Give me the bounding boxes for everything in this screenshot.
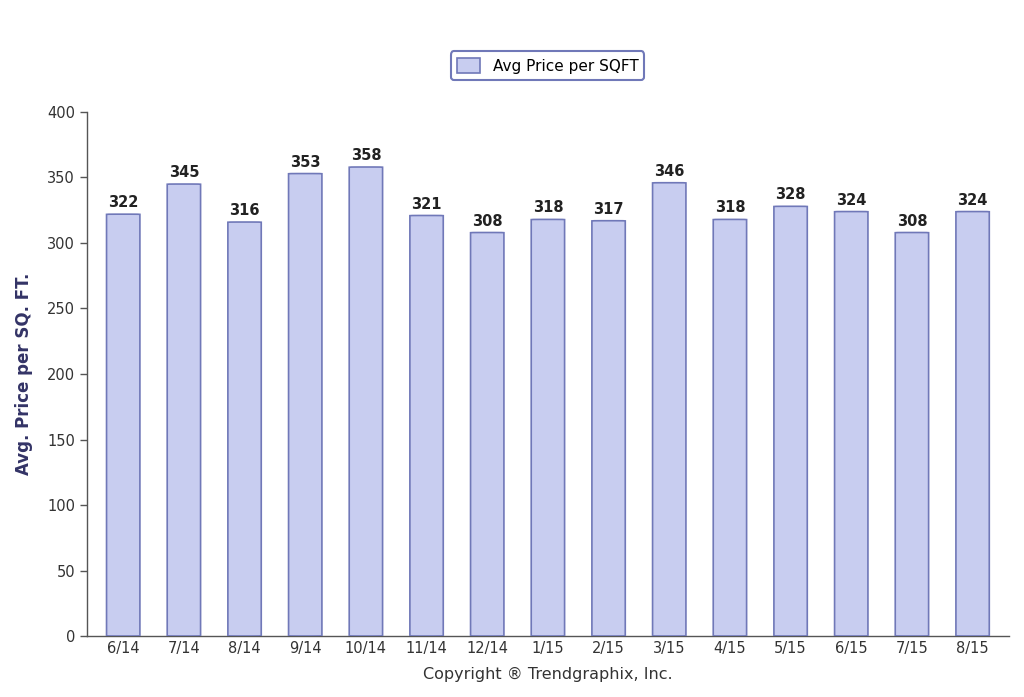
Text: 318: 318 [715,201,745,215]
Text: 353: 353 [290,155,321,169]
Text: 316: 316 [229,203,260,218]
FancyBboxPatch shape [531,220,564,636]
Text: 324: 324 [957,192,988,208]
X-axis label: Copyright ® Trendgraphix, Inc.: Copyright ® Trendgraphix, Inc. [423,667,673,682]
Text: 318: 318 [532,201,563,215]
Y-axis label: Avg. Price per SQ. FT.: Avg. Price per SQ. FT. [15,273,33,475]
Text: 358: 358 [350,148,381,163]
FancyBboxPatch shape [652,183,686,636]
Text: 322: 322 [109,195,138,210]
FancyBboxPatch shape [835,212,868,636]
FancyBboxPatch shape [410,215,443,636]
Text: 308: 308 [897,213,928,229]
Text: 321: 321 [412,197,441,212]
FancyBboxPatch shape [774,206,807,636]
Text: 324: 324 [836,192,866,208]
FancyBboxPatch shape [895,233,929,636]
Text: 317: 317 [593,202,624,217]
FancyBboxPatch shape [956,212,989,636]
Text: 328: 328 [775,187,806,202]
FancyBboxPatch shape [289,174,322,636]
FancyBboxPatch shape [714,220,746,636]
Text: 308: 308 [472,213,503,229]
FancyBboxPatch shape [228,222,261,636]
FancyBboxPatch shape [106,214,140,636]
Text: 345: 345 [169,165,199,180]
FancyBboxPatch shape [349,167,383,636]
FancyBboxPatch shape [471,233,504,636]
FancyBboxPatch shape [167,184,201,636]
FancyBboxPatch shape [592,221,626,636]
Legend: Avg Price per SQFT: Avg Price per SQFT [452,52,644,79]
Text: 346: 346 [654,164,684,179]
